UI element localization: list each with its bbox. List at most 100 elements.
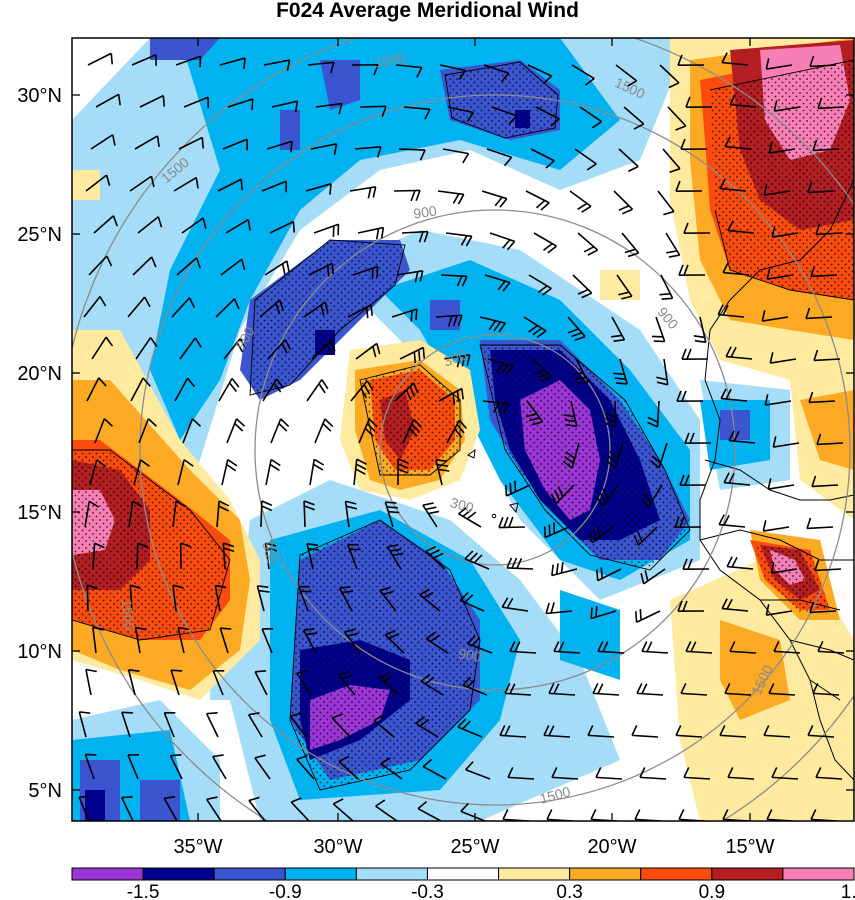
wind-barb bbox=[499, 725, 527, 738]
range-rings bbox=[72, 38, 854, 821]
wind-barb bbox=[766, 268, 794, 280]
wind-barb bbox=[310, 143, 338, 155]
wind-barb bbox=[425, 545, 446, 570]
wind-barb bbox=[816, 433, 844, 446]
wind-barb bbox=[262, 378, 284, 402]
wind-barb bbox=[807, 725, 835, 738]
wind-barb bbox=[205, 796, 222, 821]
wind-barb bbox=[548, 683, 576, 696]
wind-barb bbox=[604, 400, 617, 428]
wind-barb bbox=[551, 767, 579, 780]
wind-barb bbox=[484, 274, 511, 292]
wind-barb bbox=[721, 52, 749, 66]
wind-barb bbox=[78, 711, 91, 738]
wind-barb bbox=[647, 400, 660, 428]
wind-barb bbox=[384, 501, 400, 528]
wind-barb bbox=[83, 296, 107, 318]
wind-barb bbox=[725, 346, 753, 360]
wind-barb bbox=[479, 316, 506, 333]
wind-barb bbox=[127, 754, 140, 780]
wind-barb bbox=[343, 628, 361, 654]
wind-barb bbox=[656, 358, 669, 386]
wind-barb bbox=[509, 641, 537, 654]
wind-barb bbox=[633, 526, 658, 546]
wind-barb bbox=[303, 301, 329, 318]
wind-barb bbox=[89, 459, 107, 486]
wind-barb bbox=[724, 136, 752, 150]
wind-barb bbox=[587, 725, 615, 738]
wind-barb bbox=[380, 757, 403, 780]
wind-barb bbox=[135, 337, 158, 360]
wind-barb bbox=[641, 641, 669, 654]
wind-barb bbox=[256, 585, 270, 612]
wind-barb bbox=[464, 550, 490, 570]
wind-barb bbox=[129, 584, 141, 612]
wind-barb bbox=[634, 609, 661, 623]
wind-barb bbox=[386, 544, 404, 570]
colorbar-swatch bbox=[71, 867, 144, 881]
lon-label: 30°W bbox=[313, 836, 362, 858]
wind-barb bbox=[681, 348, 709, 360]
center-marker bbox=[509, 502, 519, 514]
lon-label: 15°W bbox=[725, 836, 774, 858]
wind-barb bbox=[498, 516, 526, 529]
wind-barb bbox=[487, 358, 514, 376]
wind-barb bbox=[572, 274, 593, 299]
wind-barb bbox=[773, 641, 801, 654]
wind-barb bbox=[809, 601, 837, 614]
wind-barb bbox=[177, 626, 190, 654]
wind-barb bbox=[616, 274, 633, 300]
colorbar-label: -1.5 bbox=[127, 882, 160, 900]
wind-barb bbox=[127, 296, 151, 318]
colorbar-label: -0.3 bbox=[411, 882, 444, 900]
wind-barb bbox=[338, 755, 359, 780]
lat-label: 15°N bbox=[17, 502, 62, 524]
wind-barb bbox=[677, 600, 705, 612]
wind-barb bbox=[531, 358, 552, 383]
wind-barb bbox=[261, 180, 287, 193]
wind-barb bbox=[636, 683, 664, 696]
wind-barb bbox=[595, 767, 623, 780]
wind-barb bbox=[437, 190, 465, 205]
wind-barb bbox=[675, 725, 703, 738]
wind-barb bbox=[567, 316, 586, 342]
wind-barb bbox=[85, 668, 97, 696]
colorbar-swatch bbox=[569, 867, 642, 881]
wind-barb bbox=[395, 64, 423, 78]
wind-barb bbox=[812, 683, 840, 696]
wind-barb bbox=[771, 226, 799, 238]
wind-barb bbox=[588, 525, 614, 544]
wind-barb bbox=[447, 106, 475, 123]
center-marker bbox=[467, 448, 476, 459]
colorbar-label: 0.3 bbox=[556, 882, 582, 900]
wind-barb bbox=[562, 442, 580, 469]
wind-barb bbox=[306, 379, 329, 402]
wind-barb bbox=[139, 94, 166, 108]
range-ring-label: 300 bbox=[441, 346, 469, 369]
colorbar-swatch bbox=[142, 867, 215, 881]
wind-barb bbox=[676, 390, 704, 402]
wind-barb bbox=[665, 232, 681, 258]
wind-barb bbox=[721, 598, 749, 612]
wind-barb bbox=[674, 516, 702, 528]
wind-barb bbox=[311, 340, 336, 360]
wind-barb bbox=[810, 265, 838, 278]
center-marker bbox=[491, 513, 497, 519]
wind-barb bbox=[680, 138, 708, 150]
wind-barb bbox=[483, 64, 510, 83]
wind-barb bbox=[525, 190, 550, 211]
wind-barb bbox=[769, 352, 797, 364]
wind-barb bbox=[501, 597, 529, 612]
wind-barb bbox=[806, 517, 834, 530]
wind-barb bbox=[270, 418, 290, 444]
wind-barb bbox=[306, 542, 320, 570]
wind-barb bbox=[435, 458, 450, 486]
plot-frame bbox=[71, 37, 855, 822]
wind-barb bbox=[378, 672, 400, 696]
wind-barb bbox=[351, 64, 379, 76]
wind-barb bbox=[812, 139, 840, 152]
wind-barb bbox=[808, 391, 836, 404]
colorbar-swatch bbox=[426, 867, 500, 881]
wind-barb bbox=[131, 53, 158, 66]
wind-barb bbox=[545, 602, 573, 615]
